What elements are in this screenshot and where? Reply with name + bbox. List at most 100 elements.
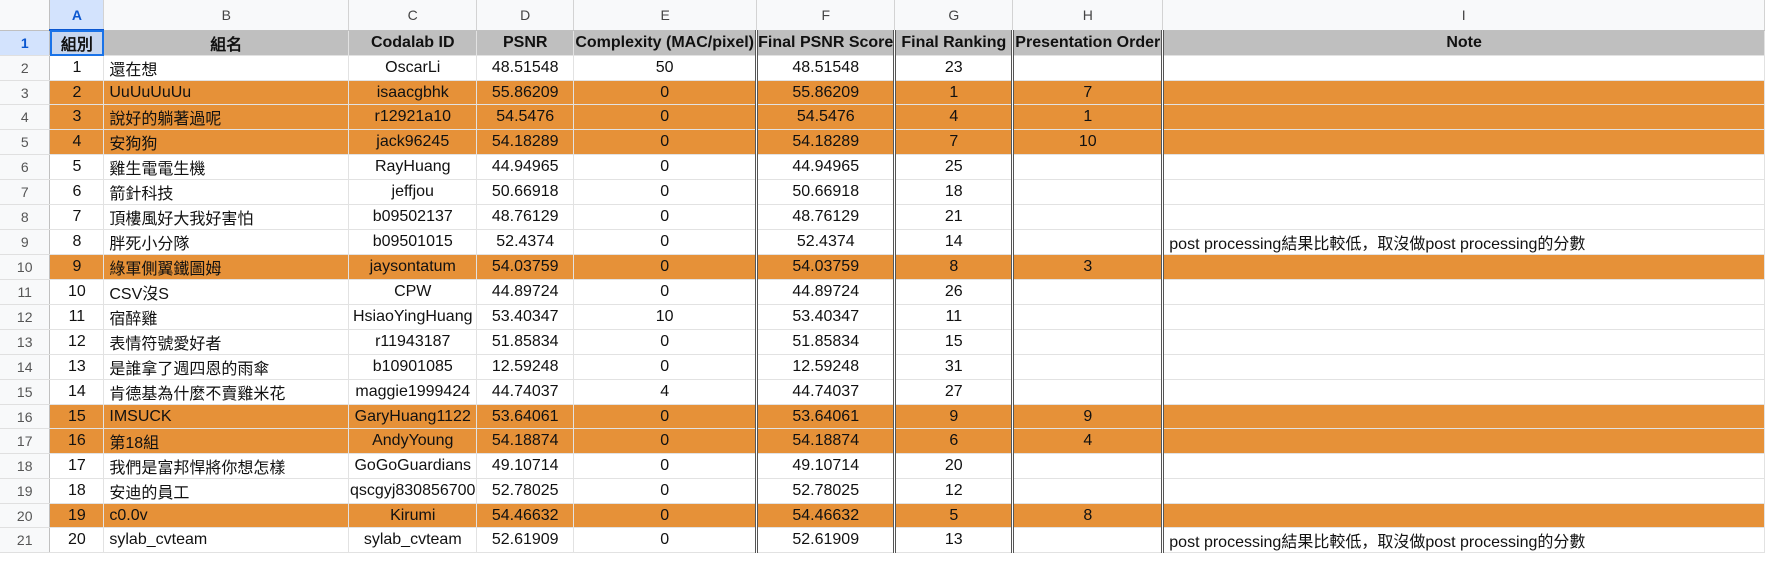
cell-note[interactable]: [1162, 129, 1765, 155]
cell-team-name[interactable]: UuUuUuUu: [103, 80, 350, 105]
cell-complexity[interactable]: 0: [573, 254, 758, 280]
cell-note[interactable]: [1162, 154, 1765, 180]
cell-presentation-order[interactable]: 9: [1012, 404, 1165, 429]
cell-group[interactable]: 2: [49, 80, 105, 105]
cell-complexity[interactable]: 4: [573, 379, 758, 405]
cell-note[interactable]: [1162, 428, 1765, 454]
cell-final-psnr[interactable]: 44.89724: [755, 279, 896, 305]
cell-psnr[interactable]: 44.89724: [476, 279, 575, 305]
cell-group[interactable]: 16: [49, 428, 105, 454]
cell-presentation-order[interactable]: 10: [1012, 129, 1165, 155]
cell-note[interactable]: [1162, 503, 1765, 528]
cell-psnr[interactable]: 53.64061: [476, 404, 575, 429]
cell-complexity[interactable]: 0: [573, 80, 758, 105]
column-header-i[interactable]: I: [1162, 0, 1765, 31]
cell-team-name[interactable]: 安迪的員工: [103, 478, 350, 504]
cell-final-ranking[interactable]: 27: [893, 379, 1015, 405]
cell-presentation-order[interactable]: [1012, 379, 1165, 405]
cell-final-psnr[interactable]: 54.5476: [755, 104, 896, 130]
cell-header-team-name[interactable]: 組名: [103, 30, 350, 56]
cell-presentation-order[interactable]: 3: [1012, 254, 1165, 280]
cell-final-ranking[interactable]: 25: [893, 154, 1015, 180]
cell-team-name[interactable]: 頂樓風好大我好害怕: [103, 204, 350, 230]
cell-psnr[interactable]: 51.85834: [476, 329, 575, 355]
cell-codalab-id[interactable]: qscgyj830856700: [348, 478, 478, 504]
cell-codalab-id[interactable]: RayHuang: [348, 154, 478, 180]
cell-complexity[interactable]: 0: [573, 279, 758, 305]
cell-presentation-order[interactable]: [1012, 55, 1165, 81]
cell-final-ranking[interactable]: 12: [893, 478, 1015, 504]
cell-final-ranking[interactable]: 15: [893, 329, 1015, 355]
row-header[interactable]: 10: [0, 254, 51, 280]
cell-psnr[interactable]: 49.10714: [476, 453, 575, 479]
row-header[interactable]: 13: [0, 329, 51, 355]
row-header[interactable]: 14: [0, 354, 51, 380]
cell-final-ranking[interactable]: 8: [893, 254, 1015, 280]
cell-codalab-id[interactable]: r12921a10: [348, 104, 478, 130]
cell-header-codalab-id[interactable]: Codalab ID: [348, 30, 478, 56]
cell-team-name[interactable]: IMSUCK: [103, 404, 350, 429]
row-header[interactable]: 2: [0, 55, 51, 81]
cell-codalab-id[interactable]: b09501015: [348, 229, 478, 255]
cell-psnr[interactable]: 54.46632: [476, 503, 575, 528]
cell-note[interactable]: post processing結果比較低，取沒做post processing的…: [1162, 527, 1765, 553]
cell-note[interactable]: [1162, 204, 1765, 230]
cell-note[interactable]: [1162, 478, 1765, 504]
column-header-c[interactable]: C: [348, 0, 478, 31]
cell-codalab-id[interactable]: b09502137: [348, 204, 478, 230]
cell-final-psnr[interactable]: 53.64061: [755, 404, 896, 429]
cell-codalab-id[interactable]: Kirumi: [348, 503, 478, 528]
cell-note[interactable]: [1162, 80, 1765, 105]
cell-note[interactable]: [1162, 104, 1765, 130]
row-header[interactable]: 8: [0, 204, 51, 230]
column-header-g[interactable]: G: [894, 0, 1014, 31]
cell-complexity[interactable]: 0: [573, 229, 758, 255]
cell-header-note[interactable]: Note: [1162, 30, 1765, 56]
cell-team-name[interactable]: 還在想: [103, 55, 350, 81]
cell-complexity[interactable]: 0: [573, 154, 758, 180]
cell-complexity[interactable]: 0: [573, 428, 758, 454]
row-header[interactable]: 15: [0, 379, 51, 405]
cell-final-ranking[interactable]: 21: [893, 204, 1015, 230]
cell-presentation-order[interactable]: [1012, 478, 1165, 504]
cell-final-ranking[interactable]: 18: [893, 179, 1015, 205]
cell-group[interactable]: 9: [49, 254, 105, 280]
cell-group[interactable]: 1: [49, 55, 105, 81]
cell-final-psnr[interactable]: 52.61909: [755, 527, 896, 553]
cell-group[interactable]: 19: [49, 503, 105, 528]
cell-complexity[interactable]: 0: [573, 179, 758, 205]
cell-presentation-order[interactable]: 7: [1012, 80, 1165, 105]
cell-team-name[interactable]: 雞生電電生機: [103, 154, 350, 180]
cell-header-final-psnr[interactable]: Final PSNR Score: [755, 30, 896, 56]
cell-codalab-id[interactable]: AndyYoung: [348, 428, 478, 454]
cell-psnr[interactable]: 54.18874: [476, 428, 575, 454]
cell-team-name[interactable]: 宿醉雞: [103, 304, 350, 330]
cell-psnr[interactable]: 48.51548: [476, 55, 575, 81]
cell-final-psnr[interactable]: 50.66918: [755, 179, 896, 205]
cell-final-ranking[interactable]: 23: [893, 55, 1015, 81]
cell-complexity[interactable]: 0: [573, 104, 758, 130]
row-header[interactable]: 6: [0, 154, 51, 180]
cell-psnr[interactable]: 52.4374: [476, 229, 575, 255]
cell-codalab-id[interactable]: sylab_cvteam: [348, 527, 478, 553]
cell-final-ranking[interactable]: 14: [893, 229, 1015, 255]
cell-final-ranking[interactable]: 9: [893, 404, 1015, 429]
row-header[interactable]: 1: [0, 30, 51, 56]
cell-psnr[interactable]: 44.94965: [476, 154, 575, 180]
cell-team-name[interactable]: CSV沒S: [103, 279, 350, 305]
cell-note[interactable]: [1162, 279, 1765, 305]
cell-note[interactable]: [1162, 304, 1765, 330]
cell-final-ranking[interactable]: 1: [893, 80, 1015, 105]
cell-complexity[interactable]: 0: [573, 354, 758, 380]
cell-presentation-order[interactable]: [1012, 179, 1165, 205]
cell-group[interactable]: 12: [49, 329, 105, 355]
cell-header-group[interactable]: 組別: [49, 30, 105, 56]
cell-complexity[interactable]: 10: [573, 304, 758, 330]
cell-presentation-order[interactable]: [1012, 154, 1165, 180]
cell-note[interactable]: [1162, 453, 1765, 479]
cell-final-psnr[interactable]: 44.74037: [755, 379, 896, 405]
cell-final-ranking[interactable]: 6: [893, 428, 1015, 454]
cell-group[interactable]: 5: [49, 154, 105, 180]
cell-psnr[interactable]: 48.76129: [476, 204, 575, 230]
cell-final-psnr[interactable]: 53.40347: [755, 304, 896, 330]
